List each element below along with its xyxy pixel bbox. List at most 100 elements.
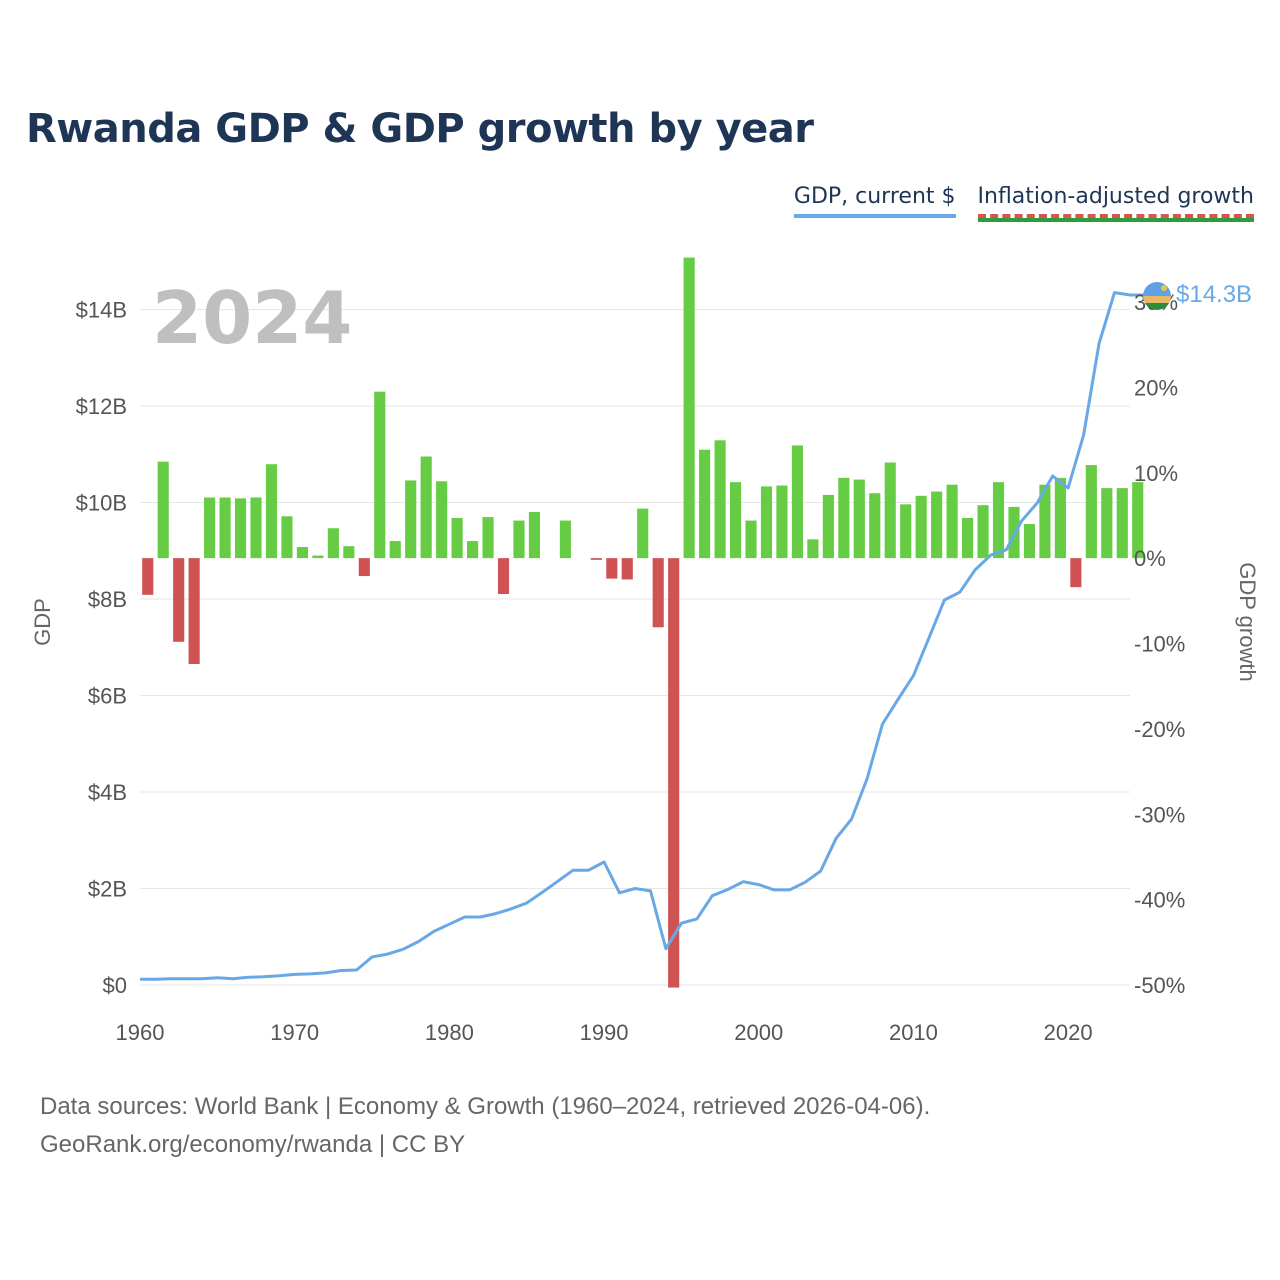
right-tick-label: -50% — [1134, 973, 1185, 998]
growth-bar — [1116, 488, 1128, 559]
growth-bar — [807, 539, 819, 559]
growth-bars — [142, 257, 1144, 988]
left-axis-ticks: $0 $2B $4B $6B $8B $10B $12B $14B — [76, 298, 127, 999]
growth-bar — [436, 481, 448, 559]
growth-bar — [312, 555, 324, 559]
growth-bar — [296, 547, 308, 559]
growth-bar — [946, 484, 958, 559]
x-tick-label: 2010 — [889, 1020, 938, 1045]
growth-bar — [1039, 484, 1051, 559]
growth-bar — [962, 517, 974, 559]
growth-bar — [528, 512, 541, 559]
year-watermark: 2024 — [152, 276, 352, 360]
growth-bar — [327, 528, 339, 559]
right-tick-label: 10% — [1134, 461, 1178, 486]
left-tick-label: $8B — [88, 587, 127, 612]
growth-bar — [915, 495, 927, 559]
growth-bar — [482, 517, 494, 559]
left-tick-label: $0 — [103, 973, 127, 998]
right-axis-ticks: -50%-40%-30%-20%-10%0%10%20%30% — [1134, 290, 1185, 998]
right-tick-label: -30% — [1134, 802, 1185, 827]
growth-bar — [374, 391, 386, 559]
gdp-line — [140, 291, 1147, 981]
growth-bar — [838, 477, 850, 559]
right-tick-label: 0% — [1134, 546, 1166, 571]
growth-bar — [992, 482, 1005, 559]
left-tick-label: $4B — [88, 780, 127, 805]
growth-bar — [1085, 465, 1097, 559]
footer-attribution[interactable]: GeoRank.org/economy/rwanda | CC BY — [40, 1131, 466, 1158]
x-tick-label: 2020 — [1044, 1020, 1093, 1045]
left-tick-label: $14B — [76, 298, 127, 323]
right-tick-label: -10% — [1134, 632, 1185, 657]
growth-bar — [683, 257, 695, 559]
growth-bar — [389, 541, 401, 559]
growth-bar — [234, 498, 247, 559]
growth-bar — [467, 541, 479, 559]
growth-bar — [1132, 482, 1144, 559]
growth-bar — [142, 558, 154, 595]
right-axis-title: GDP growth — [1235, 562, 1260, 681]
footer-sources: Data sources: World Bank | Economy & Gro… — [40, 1093, 931, 1120]
growth-bar — [853, 479, 865, 559]
growth-bar — [204, 497, 216, 559]
x-tick-label: 1990 — [580, 1020, 629, 1045]
growth-bar — [621, 558, 633, 580]
growth-bar — [1023, 523, 1036, 559]
growth-bar — [1101, 488, 1113, 559]
rwanda-flag-icon — [1143, 282, 1171, 310]
x-tick-label: 1980 — [425, 1020, 474, 1045]
growth-bar — [1054, 477, 1066, 559]
grid-lines — [140, 309, 1130, 986]
growth-bar — [760, 486, 773, 559]
left-tick-label: $2B — [88, 877, 127, 902]
growth-bar — [590, 558, 602, 560]
left-tick-label: $6B — [88, 684, 127, 709]
growth-bar — [405, 480, 417, 559]
growth-bar — [900, 504, 912, 559]
x-tick-label: 2000 — [734, 1020, 783, 1045]
left-tick-label: $12B — [76, 394, 127, 419]
growth-bar — [822, 494, 834, 559]
growth-bar — [791, 445, 803, 559]
growth-bar — [1070, 558, 1082, 588]
growth-bar — [497, 558, 510, 594]
left-axis-title: GDP — [30, 598, 55, 646]
growth-bar — [343, 546, 355, 559]
growth-bar — [884, 462, 896, 559]
growth-bar — [699, 449, 711, 559]
x-axis-ticks: 1960 1970 1980 1990 2000 2010 2020 — [116, 1020, 1093, 1045]
growth-bar — [219, 497, 231, 559]
growth-bar — [977, 505, 989, 559]
growth-bar — [559, 520, 571, 559]
growth-bar — [173, 558, 185, 642]
left-tick-label: $10B — [76, 491, 127, 516]
growth-bar — [188, 558, 200, 664]
growth-bar — [281, 516, 293, 559]
legend-gdp[interactable]: GDP, current $ — [793, 184, 956, 218]
growth-bar — [157, 461, 169, 559]
growth-bar — [250, 497, 262, 559]
growth-bar — [420, 456, 432, 559]
right-tick-label: -20% — [1134, 717, 1185, 742]
x-tick-label: 1970 — [270, 1020, 319, 1045]
growth-bar — [869, 493, 881, 559]
growth-bar — [668, 558, 680, 988]
growth-bar — [513, 520, 525, 559]
legend-growth[interactable]: Inflation-adjusted growth — [977, 184, 1254, 218]
chart-title: Rwanda GDP & GDP growth by year — [26, 106, 814, 152]
growth-bar — [451, 517, 463, 559]
growth-bar — [745, 520, 757, 559]
growth-bar — [358, 558, 370, 577]
growth-bar — [652, 558, 664, 628]
growth-bar — [265, 464, 278, 559]
footer: Data sources: World Bank | Economy & Gro… — [40, 1088, 930, 1164]
growth-bar — [776, 485, 788, 559]
gdp-end-label: $14.3B — [1176, 281, 1252, 308]
right-tick-label: 20% — [1134, 375, 1178, 400]
growth-bar — [931, 491, 943, 559]
growth-bar — [606, 558, 618, 579]
growth-bar — [729, 482, 742, 559]
growth-bar — [637, 508, 649, 559]
